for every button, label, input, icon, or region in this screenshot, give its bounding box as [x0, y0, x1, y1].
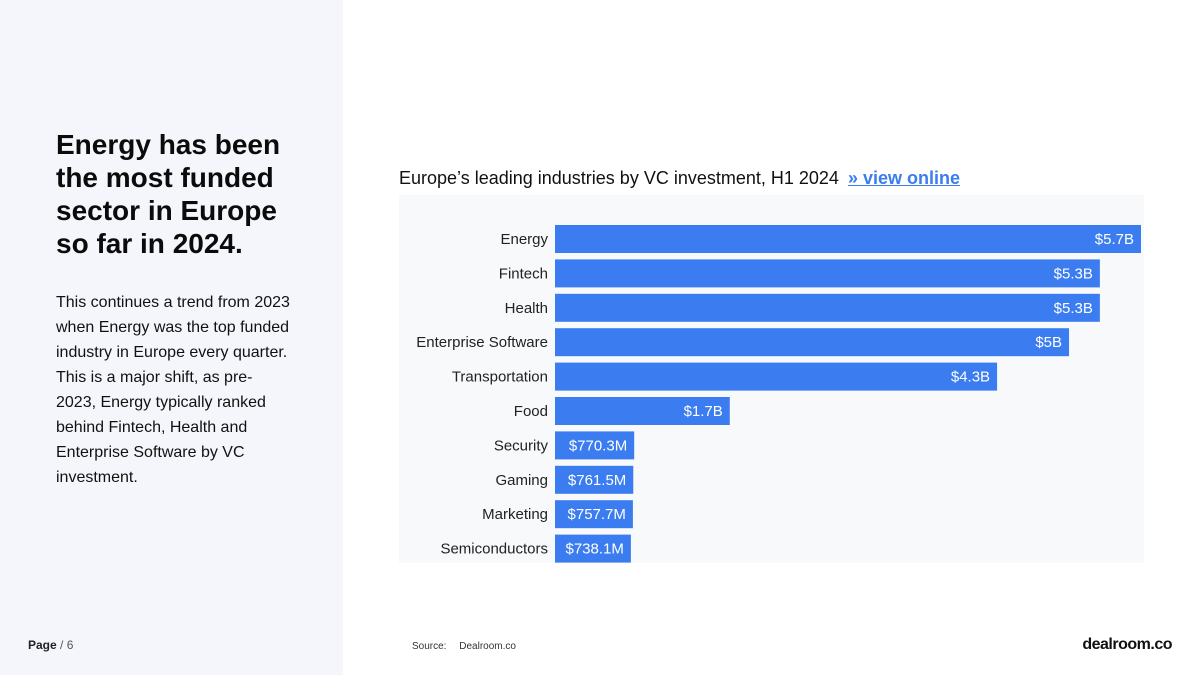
chart-area: Energy $5.7B Fintech $5.3B Health $5.3B Enterp… [399, 195, 1144, 563]
source-value: Dealroom.co [459, 641, 516, 652]
chart-title: Europe’s leading industries by VC invest… [399, 168, 839, 188]
category-label: Energy [500, 231, 548, 248]
bar-fintech[interactable] [555, 259, 1100, 288]
data-label: $757.7M [568, 506, 626, 523]
data-label: $1.7B [684, 403, 723, 420]
chart-title-row: Europe’s leading industries by VC invest… [399, 168, 960, 189]
bar-health[interactable] [555, 293, 1100, 322]
view-online-link[interactable]: » view online [847, 168, 960, 188]
bar-marketing[interactable] [555, 500, 633, 529]
data-label: $5.3B [1054, 300, 1093, 317]
left-panel: Energy has been the most funded sector i… [0, 0, 343, 675]
bar-energy[interactable] [555, 225, 1141, 253]
body-paragraph: This continues a trend from 2023 when En… [56, 294, 290, 486]
category-label: Semiconductors [440, 541, 548, 558]
category-label: Health [505, 300, 548, 317]
data-label: $761.5M [568, 472, 626, 489]
category-label: Food [514, 403, 548, 420]
bar-enterprise-software[interactable] [555, 328, 1070, 357]
bar-food[interactable] [555, 397, 730, 425]
category-label: Gaming [495, 472, 548, 489]
page-number: / 6 [60, 638, 74, 652]
data-label: $5B [1035, 334, 1062, 351]
bar-chart: Energy $5.7B Fintech $5.3B Health $5.3B Enterp… [416, 225, 1141, 563]
dealroom-logo: dealroom.co [1082, 636, 1172, 653]
bar-semiconductors[interactable] [555, 534, 631, 563]
category-label: Marketing [482, 506, 548, 523]
bar-security[interactable] [555, 431, 635, 460]
source-label: Source: [412, 641, 447, 652]
data-label: $738.1M [566, 541, 624, 558]
category-label: Security [494, 437, 549, 454]
data-label: $4.3B [951, 369, 990, 386]
data-label: $770.3M [569, 437, 627, 454]
page-label: Page [28, 638, 57, 652]
bar-transportation[interactable] [555, 362, 998, 391]
bar-gaming[interactable] [555, 465, 634, 494]
category-label: Fintech [499, 265, 548, 282]
data-label: $5.3B [1054, 265, 1093, 282]
page-indicator: Page / 6 [28, 638, 73, 652]
data-label: $5.7B [1095, 231, 1134, 248]
category-label: Enterprise Software [416, 334, 548, 351]
category-label: Transportation [452, 369, 548, 386]
page-headline: Energy has been the most funded sector i… [56, 129, 281, 259]
source-note: Source: Dealroom.co [412, 641, 516, 652]
